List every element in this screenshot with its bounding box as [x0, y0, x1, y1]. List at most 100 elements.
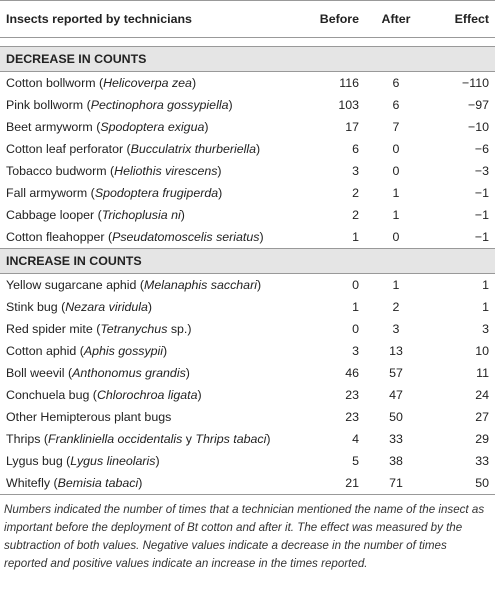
- common-name: Cotton bollworm (: [6, 76, 104, 90]
- scientific-name: Tetranychus: [100, 322, 168, 336]
- common-name: ): [163, 344, 168, 358]
- data-row: Cotton bollworm (Helicoverpa zea) 116 6 −11…: [0, 72, 495, 95]
- effect: 1: [482, 300, 489, 314]
- section-row: INCREASE IN COUNTS: [0, 248, 495, 274]
- effect: −10: [467, 120, 489, 134]
- data-row: Whitefly (Bemisia tabaci) 21 71 50: [0, 472, 495, 495]
- footnote: Numbers indicated the number of times th…: [4, 503, 485, 570]
- scientific-name: Bucculatrix thurberiella: [130, 142, 257, 156]
- common-name: Pink bollworm (: [6, 98, 91, 112]
- insect-name: Thrips (Frankliniella occidentalis y Thr…: [0, 428, 293, 450]
- section-row: DECREASE IN COUNTS: [0, 46, 495, 72]
- common-name: ): [218, 186, 223, 200]
- after-count: 47: [389, 388, 403, 402]
- common-name: ): [256, 142, 261, 156]
- before-count: 2: [352, 208, 359, 222]
- insect-name: Pink bollworm (Pectinophora gossypiella): [0, 94, 293, 116]
- common-name: ): [217, 164, 222, 178]
- before-count: 1: [352, 230, 359, 244]
- scientific-name: Melanaphis sacchari: [144, 278, 257, 292]
- common-name: Red spider mite (: [6, 322, 101, 336]
- common-name: Cabbage looper (: [6, 208, 102, 222]
- after-count: 13: [389, 344, 403, 358]
- effect: −1: [474, 186, 489, 200]
- insect-name: Cotton leaf perforator (Bucculatrix thur…: [0, 138, 293, 160]
- insect-name: Yellow sugarcane aphid (Melanaphis sacch…: [0, 274, 293, 297]
- insect-name: Other Hemipterous plant bugs: [0, 406, 293, 428]
- data-row: Tobacco budworm (Heliothis virescens) 3 0 −…: [0, 160, 495, 182]
- header-cell: After: [365, 0, 427, 38]
- effect: −1: [474, 230, 489, 244]
- data-row: Cotton aphid (Aphis gossypii) 3 13 10: [0, 340, 495, 362]
- effect: 1: [482, 278, 489, 292]
- scientific-name: Spodoptera frugiperda: [94, 186, 219, 200]
- after-count: 6: [392, 98, 400, 112]
- data-row: Cotton leaf perforator (Bucculatrix thur…: [0, 138, 495, 160]
- after-count: 57: [389, 366, 403, 380]
- after-count: 1: [392, 186, 400, 200]
- common-name: ): [197, 388, 202, 402]
- common-name: ): [180, 208, 185, 222]
- insect-name: Fall armyworm (Spodoptera frugiperda): [0, 182, 293, 204]
- data-row: Other Hemipterous plant bugs 23 50 27: [0, 406, 495, 428]
- common-name: Beet armyworm (: [6, 120, 101, 134]
- common-name: Thrips (: [6, 432, 48, 446]
- insect-name: Cotton bollworm (Helicoverpa zea): [0, 72, 293, 95]
- common-name: ): [259, 230, 264, 244]
- effect: 50: [427, 472, 495, 495]
- section-title: INCREASE IN COUNTS: [0, 248, 495, 274]
- table-body: DECREASE IN COUNTS Cotton bollworm (Helic…: [0, 38, 495, 495]
- scientific-name: Anthonomus grandis: [72, 366, 186, 380]
- scientific-name: Lygus lineolaris: [70, 454, 156, 468]
- common-name: ): [138, 476, 143, 490]
- scientific-name: Chlorochroa ligata: [96, 388, 198, 402]
- effect: 27: [475, 410, 489, 424]
- effect: 24: [475, 388, 489, 402]
- after-count: 33: [389, 432, 403, 446]
- spacer-cell: [0, 38, 495, 47]
- insect-name: Cotton aphid (Aphis gossypii): [0, 340, 293, 362]
- scientific-name: Heliothis virescens: [114, 164, 218, 178]
- data-row: Thrips (Frankliniella occidentalis y Thr…: [0, 428, 495, 450]
- scientific-name: Bemisia tabaci: [57, 476, 139, 490]
- after-count: 38: [389, 454, 403, 468]
- insect-name: Red spider mite (Tetranychus sp.): [0, 318, 293, 340]
- common-name: Whitefly (: [6, 476, 58, 490]
- effect: 29: [475, 432, 489, 446]
- common-name: ): [256, 278, 262, 292]
- after-count: 0: [392, 230, 400, 244]
- before-count: 23: [345, 410, 359, 424]
- insect-name: Cabbage looper (Trichoplusia ni): [0, 204, 293, 226]
- after-count: 1: [392, 208, 400, 222]
- insect-name: Cotton fleahopper (Pseudatomoscelis seri…: [0, 226, 293, 249]
- before-count: 17: [345, 120, 359, 134]
- common-name: Lygus bug (: [6, 454, 71, 468]
- common-name: Tobacco budworm (: [6, 164, 115, 178]
- effect: 33: [475, 454, 489, 468]
- data-row: Pink bollworm (Pectinophora gossypiella)…: [0, 94, 495, 116]
- after-count: 7: [392, 120, 400, 134]
- header-cell: Insects reported by technicians: [0, 0, 293, 38]
- after-count: 71: [365, 472, 427, 495]
- common-name: Stink bug (: [6, 300, 66, 314]
- after-count: 0: [392, 164, 400, 178]
- common-name: Fall armyworm (: [6, 186, 95, 200]
- scientific-name: Frankliniella occidentalis: [48, 432, 183, 446]
- common-name: Cotton fleahopper (: [6, 230, 113, 244]
- common-name: Yellow sugarcane aphid (: [6, 278, 144, 292]
- before-count: 4: [352, 432, 359, 446]
- scientific-name: Thrips tabaci: [195, 432, 267, 446]
- before-count: 3: [352, 344, 359, 358]
- effect: −3: [474, 164, 489, 178]
- header-row: Insects reported by technicians Before A…: [0, 0, 495, 38]
- data-row: Conchuela bug (Chlorochroa ligata) 23 47 24: [0, 384, 495, 406]
- after-count: 1: [392, 278, 400, 292]
- data-row: Yellow sugarcane aphid (Melanaphis sacch…: [0, 274, 495, 297]
- before-count: 46: [345, 366, 359, 380]
- data-row: Stink bug (Nezara viridula) 1 2 1: [0, 296, 495, 318]
- common-name: ): [155, 454, 160, 468]
- before-count: 21: [293, 472, 365, 495]
- insect-name: Tobacco budworm (Heliothis virescens): [0, 160, 293, 182]
- after-count: 3: [392, 322, 400, 336]
